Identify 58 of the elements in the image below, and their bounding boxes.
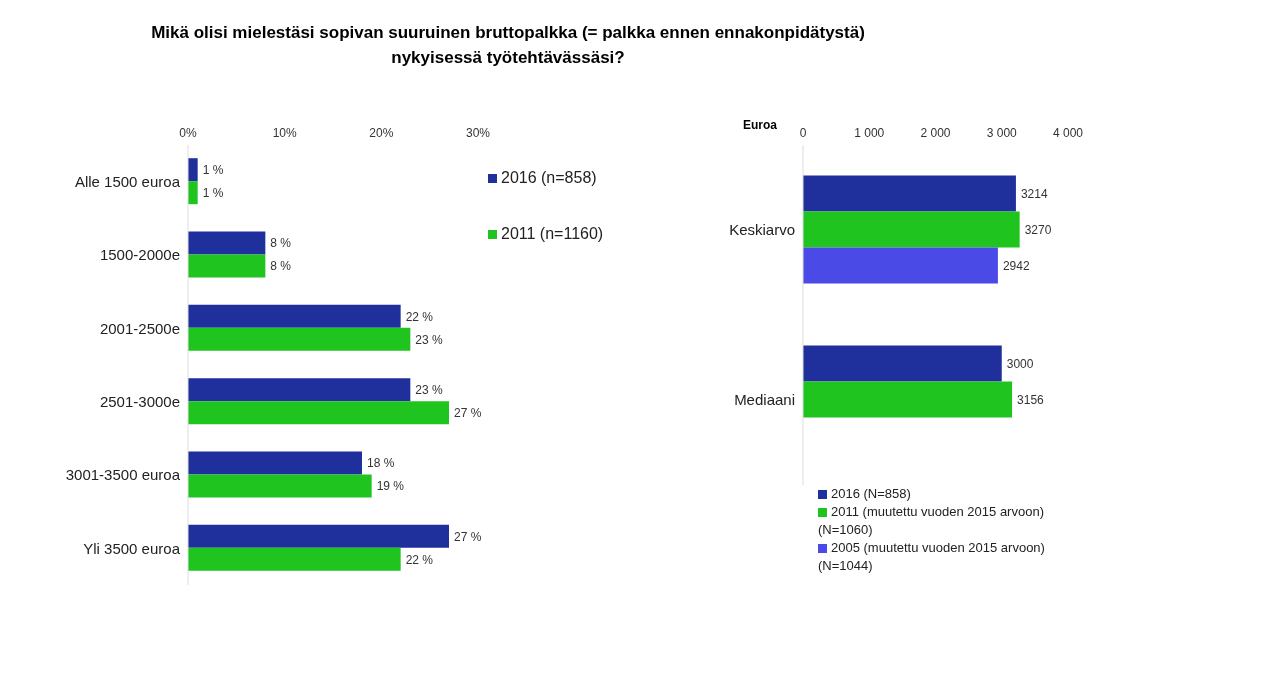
- data-label: 1 %: [202, 185, 224, 200]
- bar: [803, 247, 998, 284]
- y-tick-label: Alle 1500 euroa: [74, 172, 181, 190]
- legend-label: 2011 (n=1160): [501, 225, 604, 242]
- data-label: 23 %: [415, 382, 444, 397]
- data-label: 8 %: [270, 259, 292, 274]
- bar: [188, 401, 449, 425]
- data-label: 3156: [1017, 392, 1045, 407]
- x-tick-label: 1 000: [854, 126, 885, 140]
- bar: [188, 327, 411, 351]
- bar: [803, 345, 1002, 382]
- bar: [188, 524, 449, 548]
- legend-label: 2016 (N=858): [831, 486, 911, 501]
- bar: [803, 381, 1013, 418]
- data-label: 8 %: [270, 236, 292, 251]
- bar: [188, 378, 411, 402]
- bar: [803, 211, 1020, 248]
- y-tick-label: Keskiarvo: [729, 221, 795, 239]
- data-label: 1 %: [202, 162, 224, 177]
- x-tick-label: 0: [799, 126, 807, 140]
- bar: [188, 547, 401, 571]
- bar: [188, 158, 198, 182]
- bar: [188, 474, 372, 498]
- data-label: 27 %: [454, 405, 482, 420]
- data-label: 22 %: [405, 309, 434, 324]
- x-tick-label: 30%: [465, 126, 491, 140]
- legend-label: 2011 (muutettu vuoden 2015 arvoon) (N=1060): [818, 504, 1044, 537]
- bar: [188, 304, 401, 328]
- bar: [803, 175, 1016, 212]
- data-label: 3000: [1006, 356, 1034, 371]
- bar: [188, 451, 362, 475]
- y-tick-label: 3001-3500 euroa: [65, 466, 181, 484]
- x-tick-label: 4 000: [1052, 126, 1084, 140]
- x-tick-label: 3 000: [986, 126, 1018, 140]
- legend-label: 2005 (muutettu vuoden 2015 arvoon) (N=1044): [818, 540, 1045, 573]
- x-tick-label: 20%: [369, 126, 394, 140]
- y-tick-label: 2001-2500e: [99, 319, 180, 337]
- x-tick-label: 10%: [272, 126, 297, 140]
- y-tick-label: 2501-3000e: [99, 392, 180, 410]
- x-axis-title: Euroa: [743, 118, 778, 132]
- data-label: 18 %: [367, 456, 395, 471]
- bar: [188, 181, 198, 205]
- bar: [188, 231, 266, 255]
- x-tick-label: 2 000: [920, 126, 951, 140]
- data-label: 19 %: [376, 479, 405, 494]
- x-tick-label: 0%: [179, 126, 197, 140]
- data-label: 2942: [1002, 258, 1030, 273]
- bar: [188, 254, 266, 278]
- data-label: 27 %: [454, 529, 482, 544]
- data-label: 3214: [1020, 186, 1048, 201]
- data-label: 3270: [1024, 222, 1052, 237]
- y-tick-label: Yli 3500 euroa: [83, 539, 181, 557]
- y-tick-label: Mediaani: [734, 391, 795, 409]
- data-label: 23 %: [415, 332, 444, 347]
- chart-title: Mikä olisi mielestäsi sopivan suuruinen bruttopalkka (= palkka ennen ennakonpidätystä) nykyisessä työtehtävässäsi?: [150, 22, 866, 69]
- legend-label: 2016 (n=858): [501, 169, 597, 186]
- y-tick-label: 1500-2000e: [99, 246, 180, 264]
- data-label: 22 %: [405, 552, 434, 567]
